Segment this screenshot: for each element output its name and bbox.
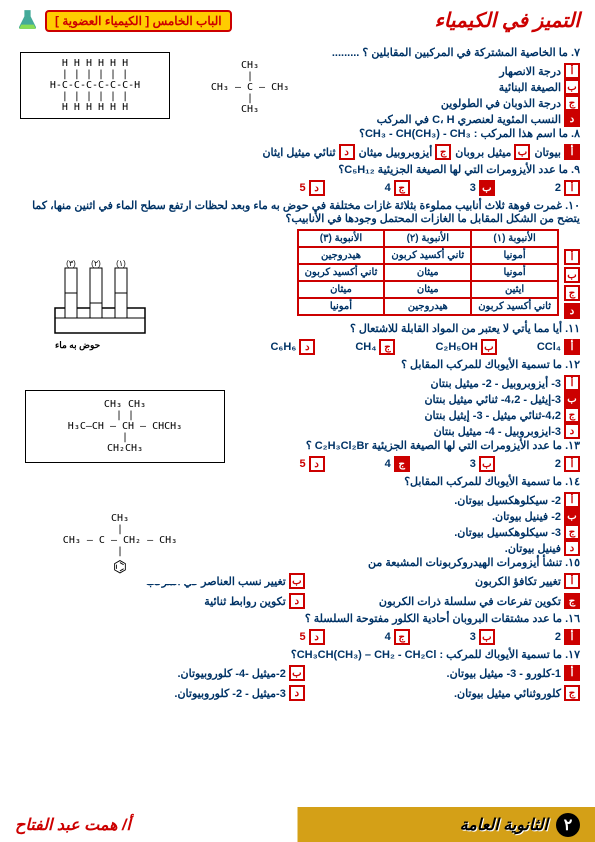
q17-text: ١٧. ما تسمية الأيوباك للمركب : CH₃CH(CH₃…: [15, 648, 580, 661]
beaker-diagram: (٣) (٢) (١): [40, 258, 160, 338]
content-area: ٧. ما الخاصية المشتركة في المركبين المقا…: [0, 41, 595, 709]
q16-text: ١٦. ما عدد مشتقات البروبان أحادية الكلور…: [15, 612, 580, 625]
q10-text: ١٠. غمرت فوهة ثلاث أنابيب مملوءة بثلاثة …: [15, 199, 580, 225]
q9-opts: أ2 ب3 ج4 د5: [15, 180, 580, 196]
svg-text:(١): (١): [116, 259, 126, 268]
q16-opts: أ2 ب3 ج4 د5: [15, 629, 580, 645]
page-footer: ٢ الثانوية العامة أ/ همت عبد الفتاح: [0, 807, 595, 842]
q8-text: ٨. ما اسم هذا المركب : CH₃ - CH(CH₃) - C…: [15, 127, 580, 140]
flask-icon: [15, 8, 40, 33]
chapter-section: الباب الخامس [ الكيمياء العضوية ]: [15, 8, 232, 33]
q10-table: الأنبوبة (١)الأنبوبة (٢)الأنبوبة (٣) أمو…: [297, 229, 559, 316]
page-header: التميز في الكيمياء الباب الخامس [ الكيمي…: [0, 0, 595, 41]
molecule-q12: CH₃ CH₃ | |H₃C—CH — CH — CHCH₃ | CH₂CH₃: [25, 390, 225, 463]
svg-text:(٣): (٣): [66, 259, 76, 268]
page-number: ٢: [556, 813, 580, 837]
svg-text:(٢): (٢): [91, 259, 101, 268]
footer-author: أ/ همت عبد الفتاح: [15, 815, 131, 835]
beaker-caption: حوض به ماء: [55, 340, 100, 351]
footer-school: الثانوية العامة: [460, 815, 548, 835]
q8-opts: أبيوتان بميثيل بروبان جأيزوبروبيل ميثان …: [15, 144, 580, 160]
q12-text: ١٢. ما تسمية الأيوباك للمركب المقابل ؟: [15, 358, 580, 371]
q9-text: ٩. ما عدد الأيزومرات التي لها الصيغة الج…: [15, 163, 580, 176]
molecule-neopentane: CH₃ |CH₃ — C — CH₃ | CH₃: [200, 52, 300, 123]
q17-opts: أ1-كلورو - 3- ميثيل بيوتان. ب2-ميثيل -4-…: [15, 665, 580, 701]
molecule-hexane: H H H H H H| | | | | |H-C-C-C-C-C-C-H| |…: [20, 52, 170, 119]
molecule-q14: CH₃ |CH₃ – C – CH₂ – CH₃ | ⌬: [40, 505, 200, 584]
main-title: التميز في الكيمياء: [435, 8, 581, 33]
q14-text: ١٤. ما تسمية الأيوباك للمركب المقابل؟: [15, 475, 580, 488]
chapter-badge: الباب الخامس [ الكيمياء العضوية ]: [45, 10, 232, 32]
